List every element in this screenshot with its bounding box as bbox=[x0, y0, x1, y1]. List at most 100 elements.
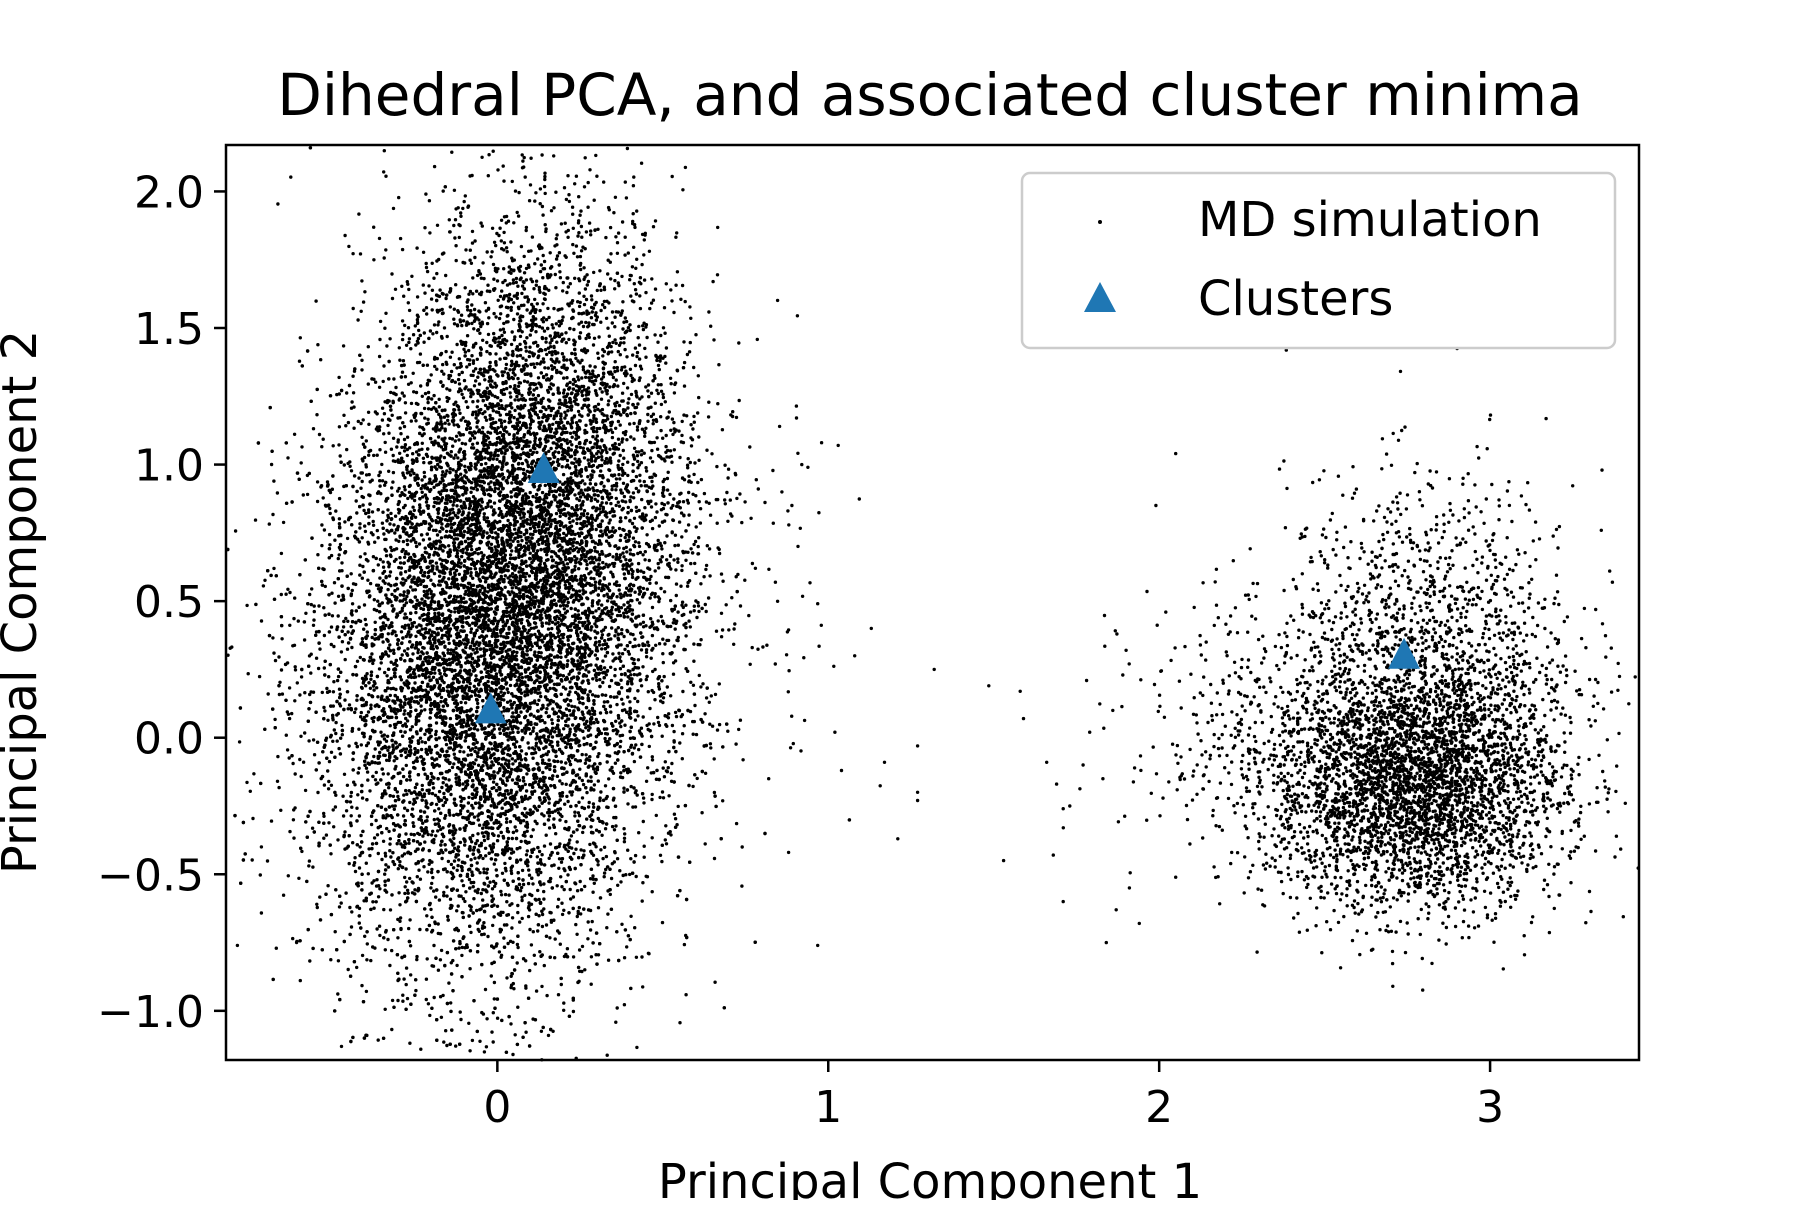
md-simulation-point bbox=[619, 659, 623, 663]
md-simulation-point bbox=[376, 851, 380, 856]
md-simulation-point bbox=[548, 686, 552, 691]
md-simulation-point bbox=[383, 948, 387, 952]
md-simulation-point bbox=[477, 382, 482, 386]
md-simulation-point bbox=[418, 728, 423, 732]
md-simulation-point bbox=[404, 634, 408, 639]
md-simulation-point bbox=[558, 942, 562, 946]
md-simulation-point bbox=[389, 660, 393, 664]
md-simulation-point bbox=[459, 472, 463, 476]
md-simulation-point bbox=[684, 993, 688, 997]
md-simulation-point bbox=[442, 791, 446, 796]
md-simulation-point bbox=[579, 848, 583, 852]
md-simulation-point bbox=[331, 704, 335, 708]
md-simulation-point bbox=[442, 1040, 446, 1044]
md-simulation-point bbox=[523, 806, 527, 811]
md-simulation-point bbox=[626, 848, 630, 852]
md-simulation-point bbox=[628, 872, 632, 877]
md-simulation-point bbox=[369, 703, 373, 707]
md-simulation-point bbox=[495, 839, 500, 843]
md-simulation-point bbox=[471, 621, 475, 625]
md-simulation-point bbox=[389, 511, 393, 516]
md-simulation-point bbox=[607, 777, 611, 781]
md-simulation-point bbox=[573, 814, 577, 818]
md-simulation-point bbox=[425, 914, 429, 918]
md-simulation-point bbox=[346, 420, 351, 425]
md-simulation-point bbox=[602, 594, 606, 598]
md-simulation-point bbox=[616, 500, 620, 504]
md-simulation-point bbox=[274, 946, 278, 950]
md-simulation-point bbox=[580, 944, 585, 949]
md-simulation-point bbox=[608, 892, 612, 897]
md-simulation-point bbox=[439, 526, 444, 530]
md-simulation-point bbox=[510, 972, 514, 976]
md-simulation-point bbox=[396, 709, 400, 713]
md-simulation-point bbox=[394, 633, 398, 638]
md-simulation-point bbox=[422, 865, 426, 869]
md-simulation-point bbox=[337, 702, 342, 706]
md-simulation-point bbox=[443, 800, 447, 805]
md-simulation-point bbox=[612, 796, 616, 800]
md-simulation-point bbox=[336, 992, 340, 996]
md-simulation-point bbox=[346, 967, 350, 972]
md-simulation-point bbox=[566, 600, 570, 605]
md-simulation-point bbox=[617, 526, 622, 531]
md-simulation-point bbox=[470, 1038, 475, 1043]
md-simulation-point bbox=[367, 508, 371, 512]
md-simulation-point bbox=[481, 826, 485, 830]
md-simulation-point bbox=[446, 859, 451, 864]
md-simulation-point bbox=[644, 779, 649, 783]
md-simulation-point bbox=[520, 898, 524, 903]
md-simulation-point bbox=[372, 225, 376, 229]
md-simulation-point bbox=[386, 772, 390, 776]
md-simulation-point bbox=[385, 674, 389, 678]
md-simulation-point bbox=[479, 907, 483, 911]
md-simulation-point bbox=[447, 778, 451, 782]
md-simulation-point bbox=[450, 765, 455, 770]
md-simulation-point bbox=[345, 679, 349, 683]
md-simulation-point bbox=[384, 537, 388, 542]
md-simulation-point bbox=[684, 667, 688, 671]
md-simulation-point bbox=[547, 826, 552, 830]
md-simulation-point bbox=[393, 531, 397, 535]
md-simulation-point bbox=[377, 761, 382, 765]
md-simulation-point bbox=[481, 778, 485, 782]
md-simulation-point bbox=[421, 495, 425, 499]
md-simulation-point bbox=[298, 978, 302, 983]
md-simulation-point bbox=[369, 677, 373, 681]
md-simulation-point bbox=[509, 869, 513, 873]
md-simulation-point bbox=[386, 587, 390, 592]
md-simulation-point bbox=[475, 786, 479, 791]
md-simulation-point bbox=[553, 956, 557, 960]
md-simulation-point bbox=[427, 782, 432, 787]
md-simulation-point bbox=[436, 515, 440, 519]
md-simulation-point bbox=[404, 867, 408, 871]
md-simulation-point bbox=[444, 273, 448, 278]
md-simulation-point bbox=[485, 340, 489, 345]
md-simulation-point bbox=[408, 770, 412, 774]
md-simulation-point bbox=[421, 834, 425, 838]
md-simulation-point bbox=[423, 740, 428, 745]
md-simulation-point bbox=[402, 793, 406, 797]
md-simulation-point bbox=[500, 806, 504, 810]
md-simulation-point bbox=[398, 903, 402, 907]
md-simulation-point bbox=[347, 744, 351, 748]
md-simulation-point bbox=[402, 852, 407, 856]
md-simulation-point bbox=[395, 445, 399, 449]
md-simulation-point bbox=[430, 261, 434, 265]
md-simulation-point bbox=[528, 515, 532, 519]
md-simulation-point bbox=[535, 450, 539, 455]
md-simulation-point bbox=[414, 610, 418, 615]
md-simulation-point bbox=[334, 720, 338, 725]
md-simulation-point bbox=[496, 834, 501, 838]
md-simulation-point bbox=[506, 941, 510, 946]
md-simulation-point bbox=[300, 445, 304, 449]
md-simulation-point bbox=[461, 911, 465, 915]
md-simulation-point bbox=[469, 571, 473, 575]
md-simulation-point bbox=[318, 647, 322, 651]
md-simulation-point bbox=[481, 898, 485, 902]
md-simulation-point bbox=[499, 893, 504, 897]
md-simulation-point bbox=[623, 535, 627, 540]
md-simulation-point bbox=[440, 856, 444, 861]
md-simulation-point bbox=[471, 400, 475, 404]
md-simulation-point bbox=[502, 936, 506, 940]
